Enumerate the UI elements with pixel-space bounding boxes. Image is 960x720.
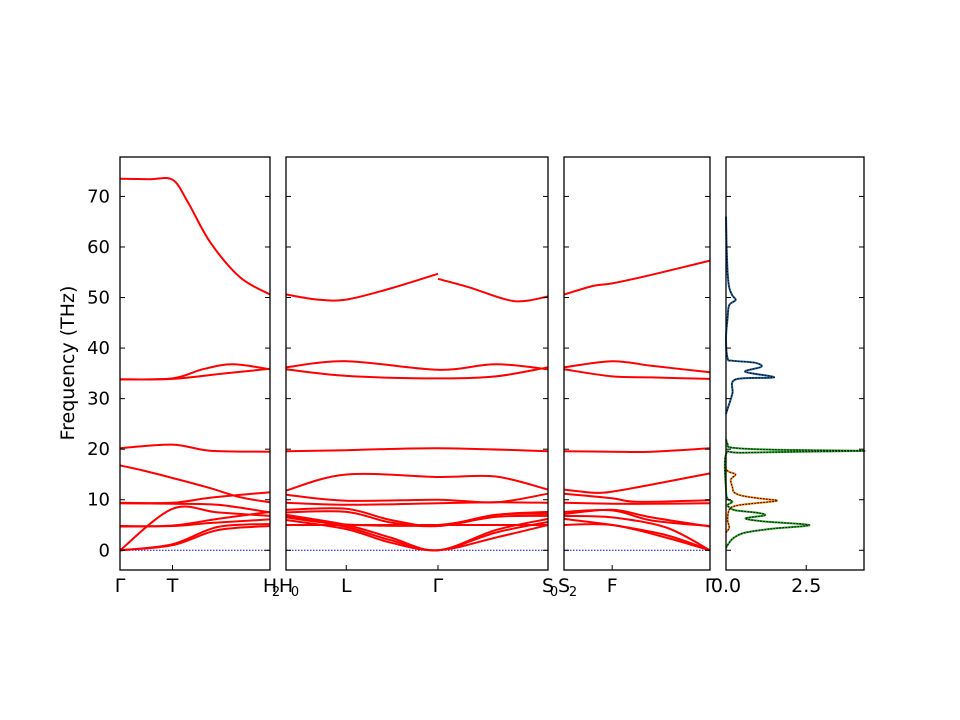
dos-panel: 0.0 2.5 <box>711 156 866 597</box>
band-line <box>285 366 549 380</box>
k-point-subscript: 0 <box>550 585 558 600</box>
band-line <box>285 501 549 506</box>
dos-x-tick-label: 0.0 <box>711 575 741 597</box>
band-line <box>119 510 271 528</box>
band-panel-3: S F Γ 2 <box>558 156 716 600</box>
band-line <box>563 514 711 552</box>
band-line <box>119 367 271 381</box>
band-panel-1: Γ T H2 <box>115 156 280 600</box>
band-line <box>563 501 711 505</box>
panel-frame <box>119 156 271 571</box>
dos-curve <box>723 438 866 549</box>
band-line <box>285 492 549 504</box>
band-line <box>285 513 549 552</box>
dos-frame <box>725 156 865 571</box>
band-line <box>563 360 711 374</box>
band-line <box>563 508 711 528</box>
band-line <box>563 492 711 503</box>
frequency-axis: 0 10 20 30 40 50 60 70 <box>87 186 110 561</box>
k-point-label: F <box>607 575 618 597</box>
band-structure-panels: Γ T H2H L Γ S0 0 S F Γ2 <box>115 156 716 600</box>
y-tick-label: 30 <box>87 389 110 410</box>
panel-frame <box>285 156 549 571</box>
y-tick-label: 0 <box>99 540 110 561</box>
dos-total-curve <box>725 469 778 533</box>
dos-x-tick-label: 2.5 <box>791 575 821 597</box>
k-point-label: T <box>166 575 179 597</box>
y-tick-label: 70 <box>87 186 110 207</box>
k-point-label: Γ <box>705 575 716 597</box>
band-line <box>119 464 271 504</box>
band-panel-2: H L Γ S0 0 <box>279 156 558 600</box>
band-line <box>563 523 711 552</box>
dos-curve <box>725 468 779 534</box>
band-line <box>563 368 711 380</box>
band-line <box>563 259 711 296</box>
band-line <box>119 502 271 514</box>
y-tick-label: 10 <box>87 490 110 511</box>
k-point-label: H <box>263 575 277 597</box>
k-point-label: L <box>341 575 352 597</box>
band-line <box>285 472 549 492</box>
y-axis-label: Frequency (THz) <box>57 286 79 441</box>
band-line <box>563 472 711 494</box>
band-line <box>437 277 549 303</box>
k-point-label: Γ <box>433 575 444 597</box>
k-point-label: Γ <box>115 575 126 597</box>
k-point-subscript: 2 <box>569 585 577 600</box>
band-line <box>119 176 271 296</box>
band-line <box>285 519 549 552</box>
dos-curve <box>724 216 776 415</box>
dos-total-curve <box>725 216 775 414</box>
k-point-subscript: 2 <box>272 585 280 600</box>
band-line <box>285 447 549 453</box>
band-line <box>119 443 271 453</box>
dos-total-curve <box>724 438 866 549</box>
panel-frame <box>563 156 711 571</box>
k-point-label: S <box>542 575 554 597</box>
band-line <box>563 517 711 552</box>
band-line <box>285 360 549 371</box>
band-line <box>563 447 711 453</box>
y-tick-label: 40 <box>87 338 110 359</box>
y-tick-label: 60 <box>87 237 110 258</box>
band-line <box>119 505 271 552</box>
y-tick-label: 20 <box>87 439 110 460</box>
band-line <box>119 525 271 552</box>
k-point-subscript: 0 <box>291 585 299 600</box>
k-point-label: H <box>279 575 293 597</box>
k-point-label: S <box>558 575 570 597</box>
y-tick-label: 50 <box>87 288 110 309</box>
band-line <box>285 272 439 302</box>
band-line <box>119 491 271 505</box>
